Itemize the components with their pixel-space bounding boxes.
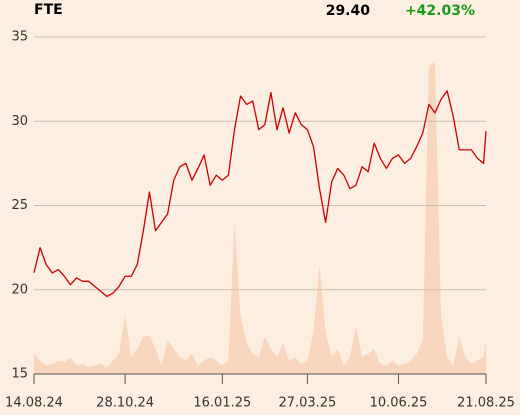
y-tick-label: 15 — [11, 367, 28, 382]
x-tick-label: 10.06.25 — [370, 396, 428, 411]
y-tick-label: 35 — [11, 30, 28, 45]
x-tick-label: 27.03.25 — [278, 396, 336, 411]
volume-area — [34, 62, 486, 375]
change: +42.03% — [405, 3, 475, 19]
y-tick-label: 25 — [11, 198, 28, 213]
y-tick-label: 30 — [11, 114, 28, 129]
x-tick-label: 28.10.24 — [96, 396, 154, 411]
x-tick-label: 14.08.24 — [5, 396, 63, 411]
last-price: 29.40 — [326, 3, 371, 19]
x-tick-label: 21.08.25 — [457, 396, 515, 411]
price-line — [33, 90, 487, 298]
x-tick-label: 16.01.25 — [193, 396, 251, 411]
ticker: FTE — [34, 2, 63, 18]
y-tick-label: 20 — [11, 282, 28, 297]
